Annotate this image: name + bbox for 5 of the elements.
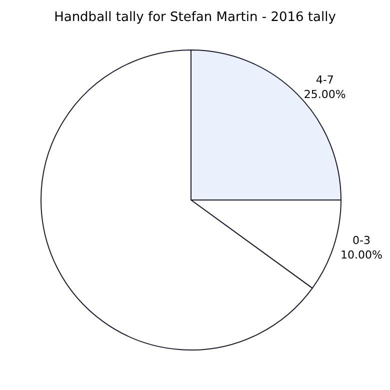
chart-title: Handball tally for Stefan Martin - 2016 tally bbox=[54, 10, 336, 25]
data-label: 25.00% bbox=[304, 88, 346, 101]
data-label: 10.00% bbox=[340, 248, 382, 262]
slice-label: 0-3 bbox=[352, 234, 370, 248]
slice-label: 4-7 bbox=[316, 73, 334, 86]
